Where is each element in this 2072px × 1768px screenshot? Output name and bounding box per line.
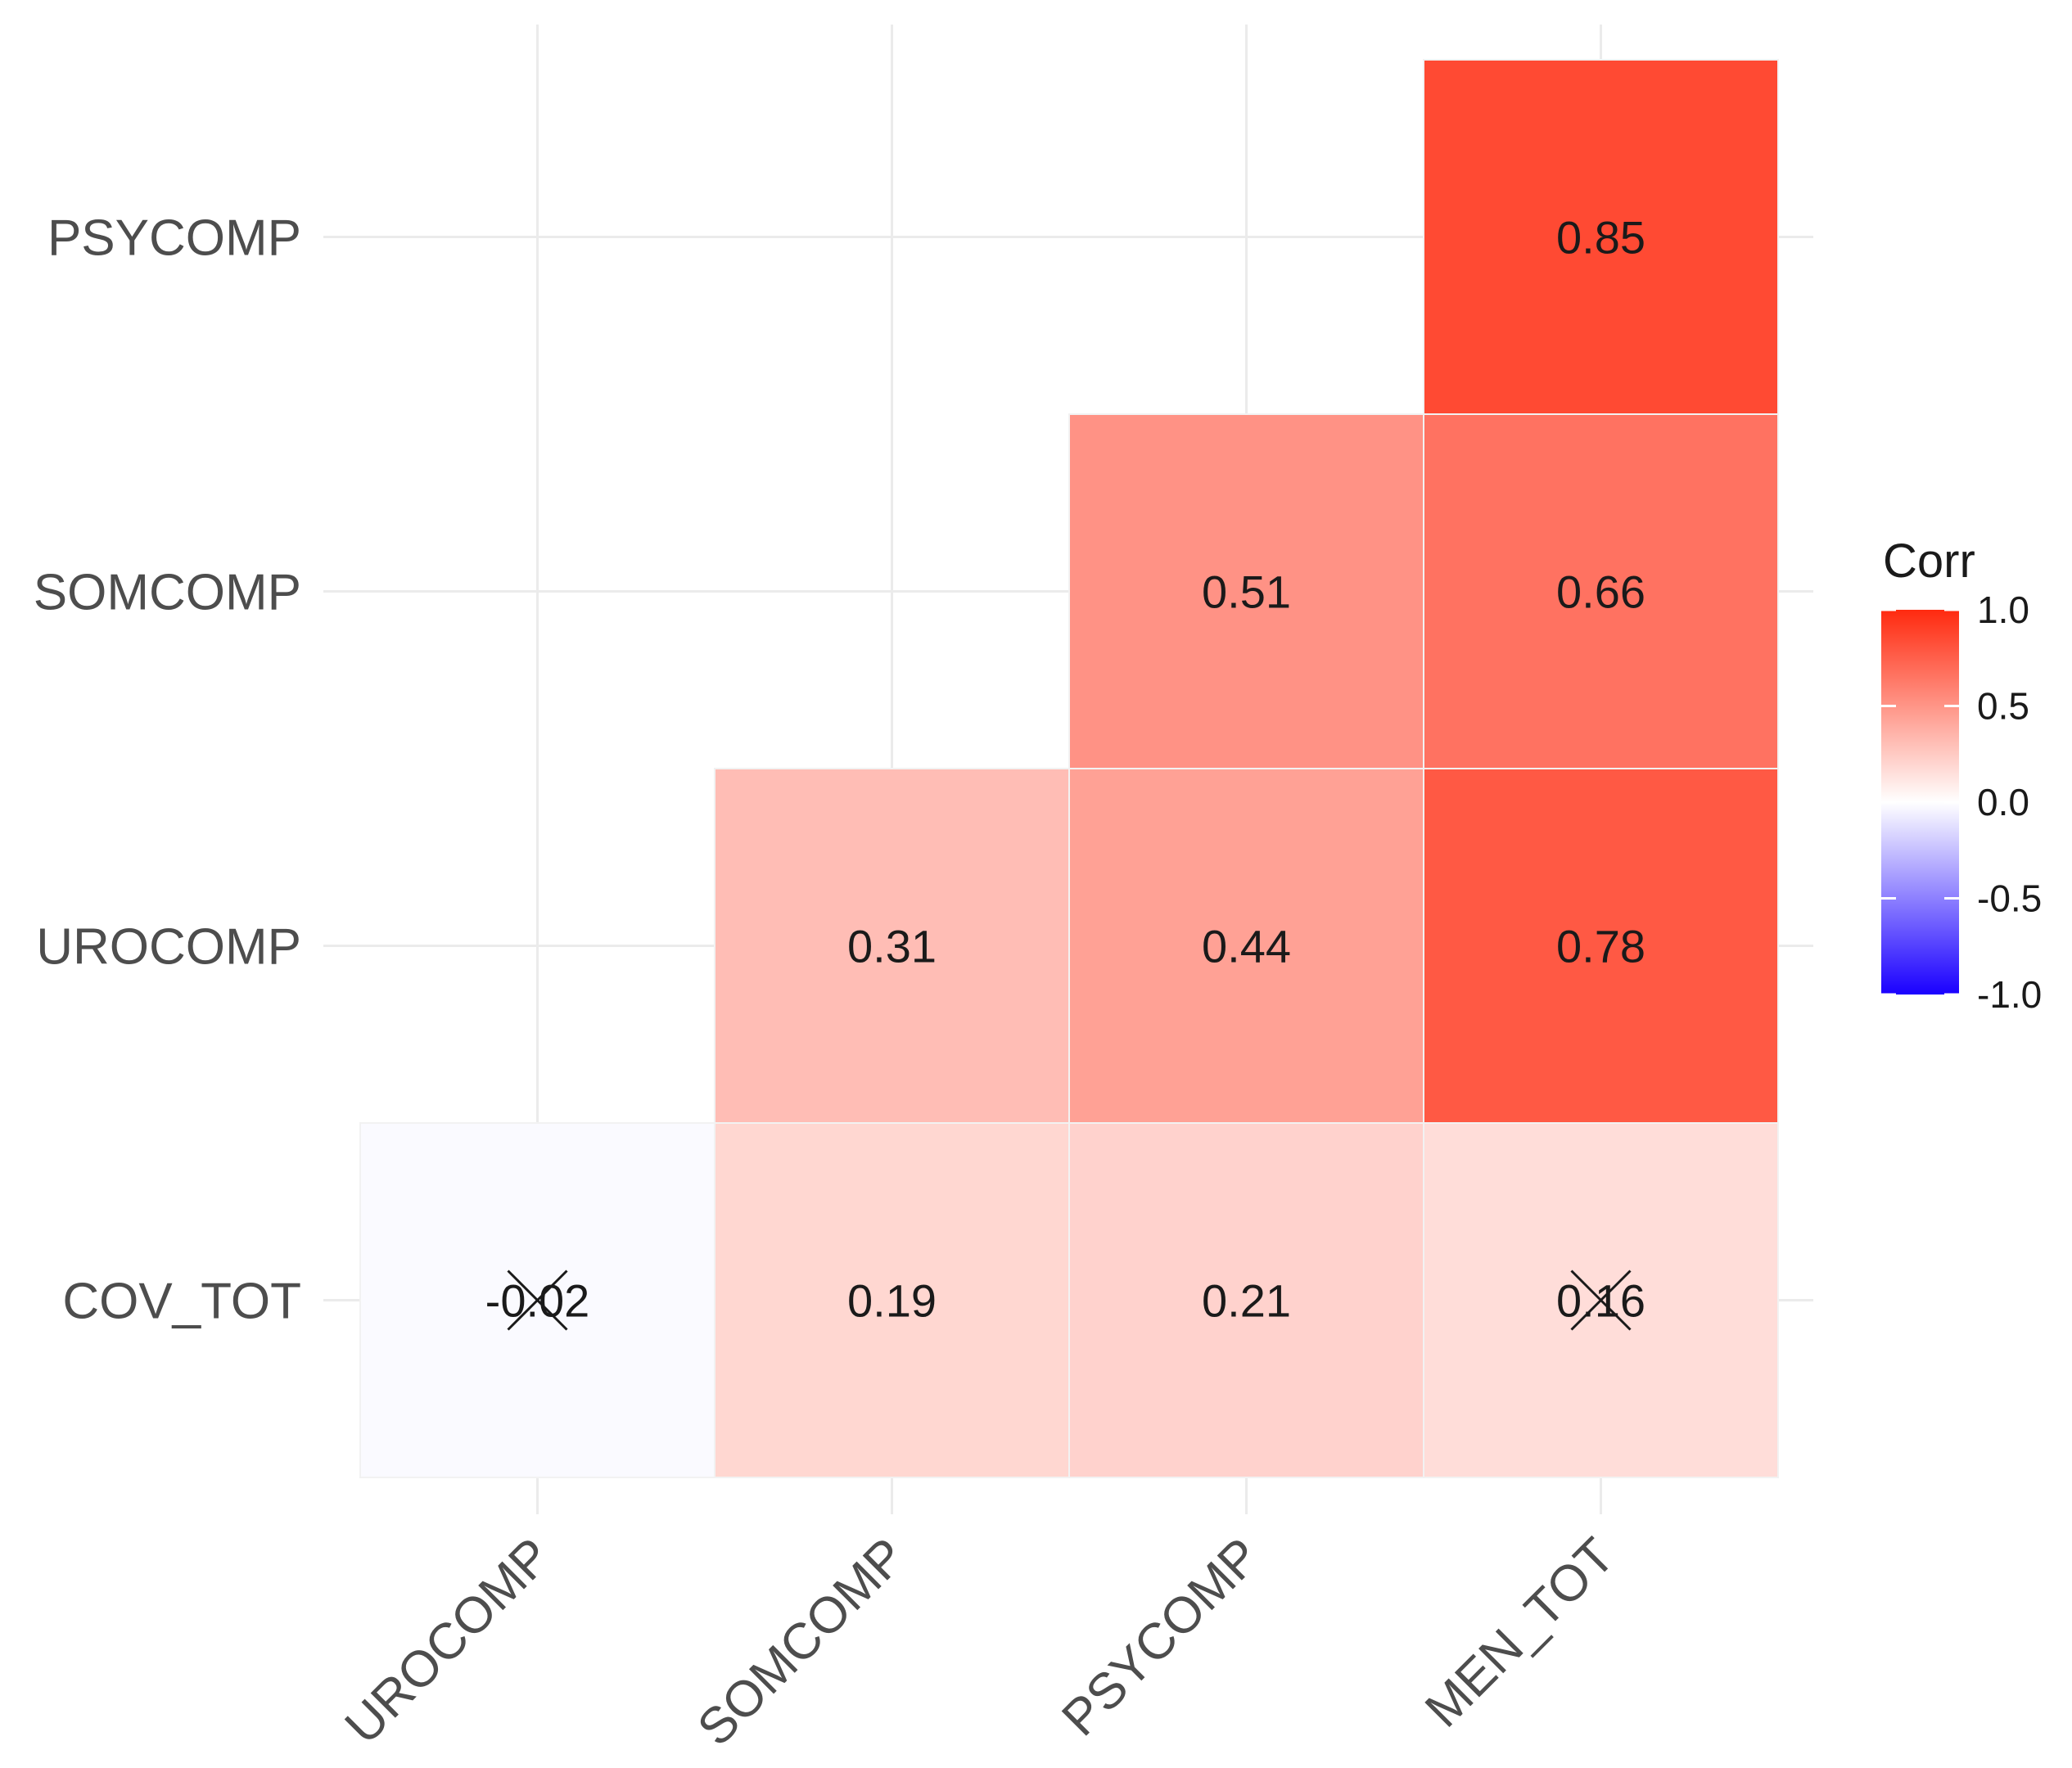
cell-men_tot-urocomp (1423, 768, 1779, 1124)
cell-men_tot-psycomp (1423, 59, 1779, 415)
cell-value-psycomp-urocomp: 0.44 (1202, 921, 1291, 972)
cell-psycomp-cov_tot (1068, 1122, 1424, 1478)
y-tick-label-somcomp: SOMCOMP (34, 565, 301, 621)
x-tick-label-psycomp: PSYCOMP (1051, 1527, 1271, 1747)
cell-psycomp-somcomp (1068, 413, 1424, 769)
cell-somcomp-cov_tot (714, 1122, 1070, 1478)
cell-labels: 0.850.510.660.310.440.78-0.020.190.210.1… (485, 212, 1645, 1331)
x-tick-label-somcomp: SOMCOMP (687, 1527, 916, 1757)
y-tick-label-cov_tot: COV_TOT (62, 1274, 301, 1330)
legend-tick-label: 1.0 (1977, 589, 2029, 631)
cell-value-men_tot-somcomp: 0.66 (1556, 566, 1645, 618)
y-tick-label-urocomp: UROCOMP (36, 919, 301, 976)
cell-value-somcomp-urocomp: 0.31 (847, 921, 937, 972)
cell-value-psycomp-cov_tot: 0.21 (1202, 1275, 1291, 1327)
y-axis: PSYCOMP SOMCOMP UROCOMP COV_TOT (34, 210, 301, 1330)
cell-men_tot-somcomp (1423, 413, 1779, 769)
heatmap-cells (359, 59, 1779, 1478)
y-tick-label-psycomp: PSYCOMP (47, 210, 301, 267)
insignificant-cross-mark (1570, 1270, 1632, 1331)
legend-tick-label: 0.0 (1977, 781, 2029, 823)
cell-value-men_tot-psycomp: 0.85 (1556, 212, 1645, 264)
cell-value-psycomp-somcomp: 0.51 (1202, 566, 1291, 618)
legend-tick-label: 0.5 (1977, 685, 2029, 728)
cell-value-somcomp-cov_tot: 0.19 (847, 1275, 937, 1327)
legend-tick-label: -0.5 (1977, 877, 2042, 920)
x-axis: UROCOMP SOMCOMP PSYCOMP MEN_TOT (335, 1527, 1626, 1757)
insignificant-cross-mark (507, 1270, 568, 1331)
cell-value-men_tot-urocomp: 0.78 (1556, 921, 1645, 972)
legend-tick-label: -1.0 (1977, 973, 2042, 1016)
legend-title: Corr (1883, 534, 1975, 588)
x-tick-label-urocomp: UROCOMP (335, 1527, 562, 1755)
x-tick-label-men_tot: MEN_TOT (1415, 1527, 1625, 1738)
